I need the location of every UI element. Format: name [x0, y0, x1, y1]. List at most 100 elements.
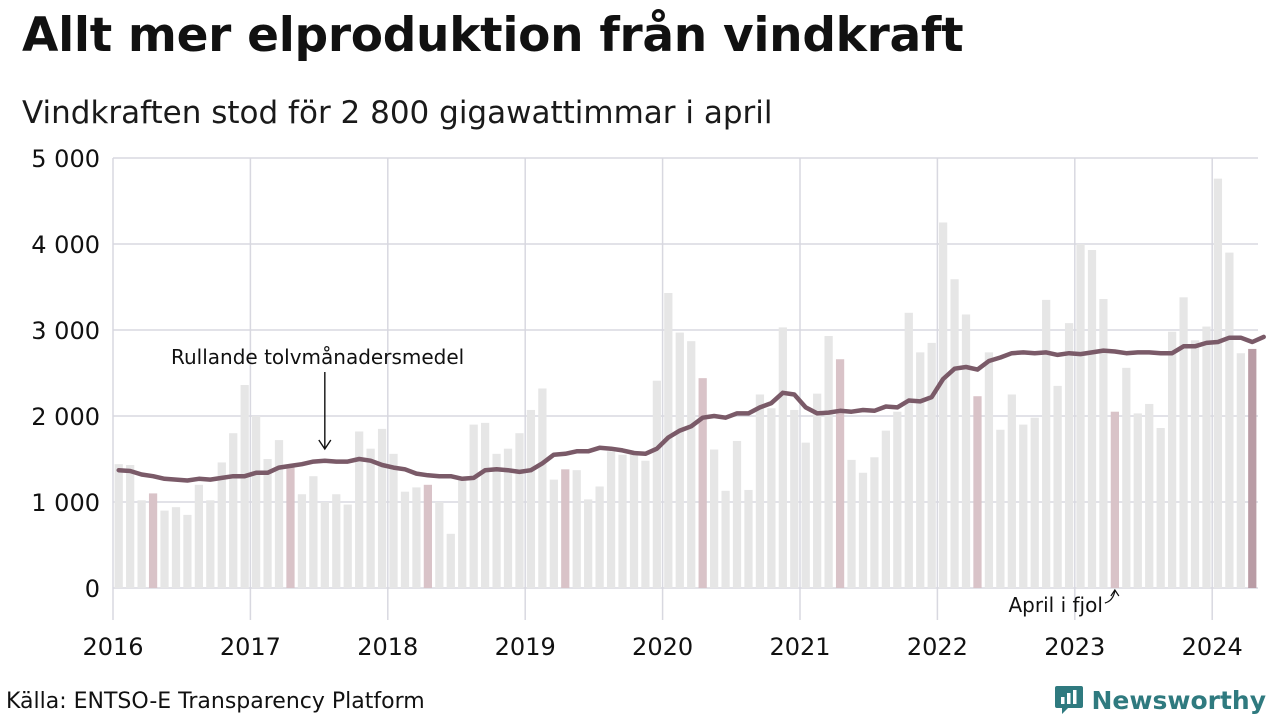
x-tick-label: 2024: [1182, 633, 1243, 661]
month-bar: [114, 464, 123, 588]
month-bar: [893, 411, 902, 588]
month-bar: [1236, 353, 1245, 588]
month-bar: [332, 494, 341, 588]
month-bar: [274, 440, 284, 588]
month-bar: [984, 352, 994, 588]
month-bar: [767, 408, 776, 588]
annotation-rolling-average: Rullande tolvmånadersmedel: [171, 345, 464, 369]
month-bar: [355, 431, 364, 588]
april-bar: [835, 359, 845, 588]
month-bar: [320, 502, 329, 588]
chart-title: Allt mer elproduktion från vindkraft: [22, 8, 964, 63]
month-bar: [400, 491, 410, 588]
month-bar: [171, 507, 181, 588]
month-bar: [194, 484, 203, 588]
month-bar: [389, 453, 398, 588]
month-bar: [377, 428, 387, 588]
annotation-arrow: [318, 372, 332, 451]
annotation-arrow: [1104, 588, 1120, 604]
month-bar: [240, 385, 249, 588]
y-tick-label: 0: [85, 575, 100, 603]
month-bar: [790, 409, 799, 588]
april-bar: [286, 465, 295, 588]
x-tick-label: 2017: [220, 633, 281, 661]
month-bar: [904, 312, 913, 588]
chart-subtitle: Vindkraften stod för 2 800 gigawattimmar…: [22, 95, 773, 131]
x-tick-label: 2018: [357, 633, 418, 661]
month-bar: [881, 430, 890, 588]
month-bar: [1099, 299, 1108, 588]
month-bar: [549, 479, 558, 588]
x-tick-label: 2016: [82, 633, 143, 661]
x-tick-label: 2020: [632, 633, 693, 661]
april-bar: [148, 493, 158, 588]
x-tick-label: 2019: [495, 633, 556, 661]
month-bar: [252, 416, 261, 588]
month-bar: [1190, 340, 1200, 588]
month-bar: [801, 442, 810, 588]
y-tick-label: 1 000: [31, 489, 100, 517]
month-bar: [584, 499, 593, 588]
month-bar: [1225, 252, 1234, 588]
month-bar: [755, 394, 765, 588]
month-bar: [606, 451, 616, 588]
month-bar: [1179, 297, 1188, 588]
month-bar: [744, 489, 753, 588]
brand-name: Newsworthy: [1091, 685, 1267, 715]
month-bar: [1019, 424, 1028, 588]
y-tick-label: 2 000: [31, 403, 100, 431]
month-bar: [217, 462, 226, 588]
month-bar: [492, 453, 501, 588]
month-bar: [641, 460, 650, 588]
april-bar: [1110, 411, 1119, 588]
month-bar: [1087, 250, 1097, 588]
month-bar: [710, 449, 719, 588]
month-bar: [1133, 413, 1142, 588]
month-bar: [481, 422, 490, 588]
month-bar: [813, 393, 822, 588]
month-bar: [847, 459, 856, 588]
month-bar: [458, 477, 467, 588]
month-bar: [1145, 403, 1154, 588]
month-bar: [1122, 367, 1131, 588]
month-bar: [824, 336, 833, 588]
month-bar: [950, 279, 959, 588]
month-bar: [526, 409, 536, 588]
month-bar: [916, 352, 925, 588]
month-bar: [595, 486, 604, 588]
x-tick-label: 2022: [907, 633, 968, 661]
month-bar: [629, 452, 639, 588]
month-bar: [721, 490, 730, 588]
month-bar: [343, 504, 352, 588]
month-bar: [469, 424, 478, 588]
month-bar: [961, 314, 971, 588]
month-bar: [687, 341, 696, 588]
y-tick-label: 5 000: [31, 145, 100, 173]
month-bar: [412, 487, 421, 588]
month-bar: [732, 440, 742, 588]
y-tick-label: 3 000: [31, 317, 100, 345]
month-bar: [572, 470, 581, 588]
month-bar: [1042, 299, 1051, 588]
month-bar: [618, 454, 627, 588]
month-bar: [366, 448, 375, 588]
month-bar: [229, 433, 238, 588]
month-bar: [1053, 385, 1062, 588]
newsworthy-logo-icon: [1054, 686, 1083, 714]
april-bar: [1248, 348, 1257, 588]
rolling-average-line: [116, 334, 1266, 483]
month-bar: [1168, 331, 1177, 588]
april-bar: [973, 396, 982, 588]
month-bar: [1064, 323, 1074, 588]
month-bar: [1202, 326, 1211, 588]
month-bar: [137, 500, 146, 588]
source-note: Källa: ENTSO-E Transparency Platform: [6, 689, 425, 714]
april-bar: [423, 484, 432, 588]
month-bar: [1213, 178, 1223, 588]
month-bar: [939, 222, 948, 588]
april-bar: [561, 469, 570, 588]
april-bar: [698, 378, 707, 588]
month-bar: [1007, 394, 1016, 588]
month-bar: [1076, 244, 1085, 588]
